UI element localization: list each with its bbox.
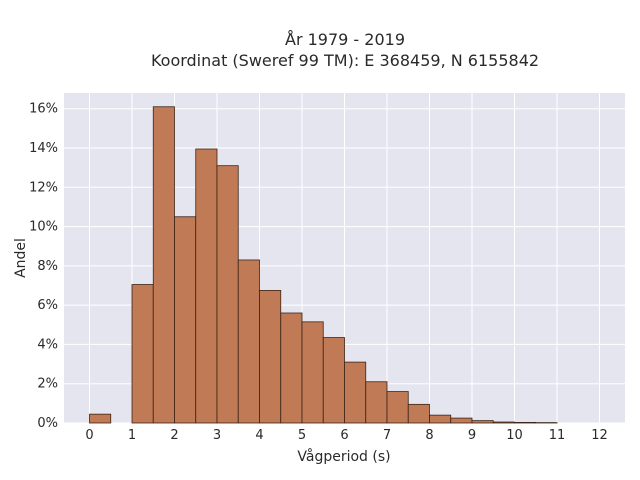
x-tick-label: 12 [591,428,608,443]
histogram-bar [450,417,473,424]
x-ticks: 0 1 2 3 4 5 6 7 8 9 10 11 12 [85,428,607,443]
histogram-bar [280,312,303,424]
y-tick-label: 2% [37,377,58,392]
histogram-bar [89,413,112,424]
histogram-bar [195,148,218,424]
y-tick-label: 0% [37,416,58,431]
histogram-bar [514,422,537,424]
histogram-bar [471,420,494,424]
x-tick-label: 2 [170,428,178,443]
histogram-bar [407,403,430,424]
x-tick-label: 0 [85,428,93,443]
x-tick-label: 9 [468,428,476,443]
histogram-bar [492,421,515,424]
histogram-bar [237,259,260,424]
bars [89,106,558,424]
x-tick-label: 10 [506,428,523,443]
x-tick-label: 7 [383,428,391,443]
histogram-bar [322,337,345,424]
x-tick-label: 5 [298,428,306,443]
y-tick-label: 8% [37,259,58,274]
x-tick-label: 3 [213,428,221,443]
histogram-bar [259,290,282,424]
histogram-bar [131,284,154,424]
y-tick-label: 6% [37,298,58,313]
histogram-bar [301,321,324,424]
y-tick-label: 14% [29,141,58,156]
x-axis-label: Vågperiod (s) [297,448,390,465]
x-tick-label: 1 [128,428,136,443]
y-ticks: 0% 2% 4% 6% 8% 10% 12% 14% 16% [29,102,58,431]
histogram-bar [216,165,239,424]
x-tick-label: 8 [425,428,433,443]
histogram-bar [344,361,367,424]
chart-title-line-2: Koordinat (Sweref 99 TM): E 368459, N 61… [151,51,539,70]
histogram-bar [365,381,388,424]
chart-title-line-1: År 1979 - 2019 [285,30,405,49]
y-tick-label: 10% [29,220,58,235]
x-tick-label: 4 [255,428,263,443]
y-tick-label: 4% [37,337,58,352]
x-tick-label: 6 [340,428,348,443]
y-tick-label: 12% [29,180,58,195]
histogram-bar [174,216,197,424]
histogram-bar [429,414,452,424]
histogram-bar [386,391,409,424]
x-tick-label: 11 [549,428,566,443]
y-axis-label: Andel [13,238,29,278]
y-tick-label: 16% [29,102,58,117]
histogram-bar [152,106,175,424]
